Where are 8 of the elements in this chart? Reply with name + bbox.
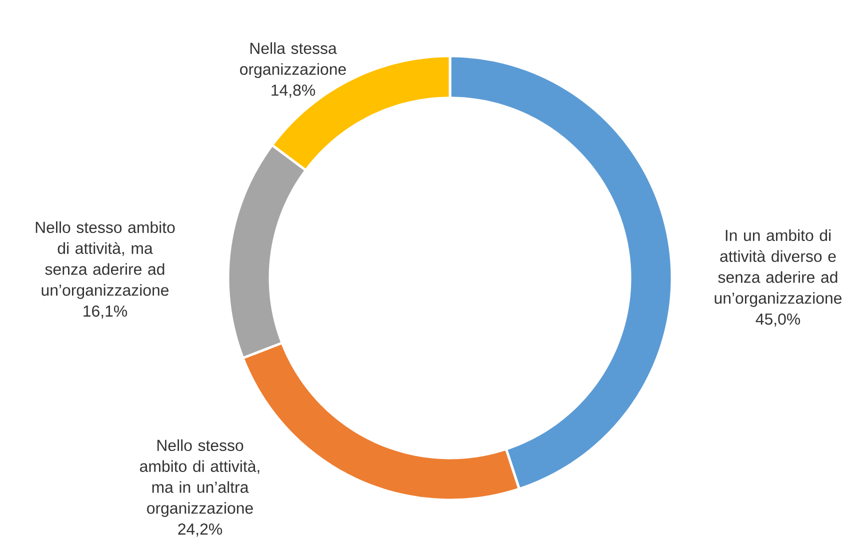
data-label: 14,8% [272,84,316,98]
data-label: 24,2% [178,523,222,537]
slice-label: Nello stesso ambito di attività, ma senza aderire ad un’organizzazione [36,221,175,299]
slice-label: Nella stessa organizzazione [240,42,346,78]
data-label: 45,0% [756,313,800,327]
data-label: 16,1% [84,305,128,319]
slice-label: Nello stesso ambito di attività, ma in un’altra organizzazione [140,439,260,517]
slice-label: In un ambito di attività diverso e senza aderire ad un’organizzazione [714,229,842,307]
